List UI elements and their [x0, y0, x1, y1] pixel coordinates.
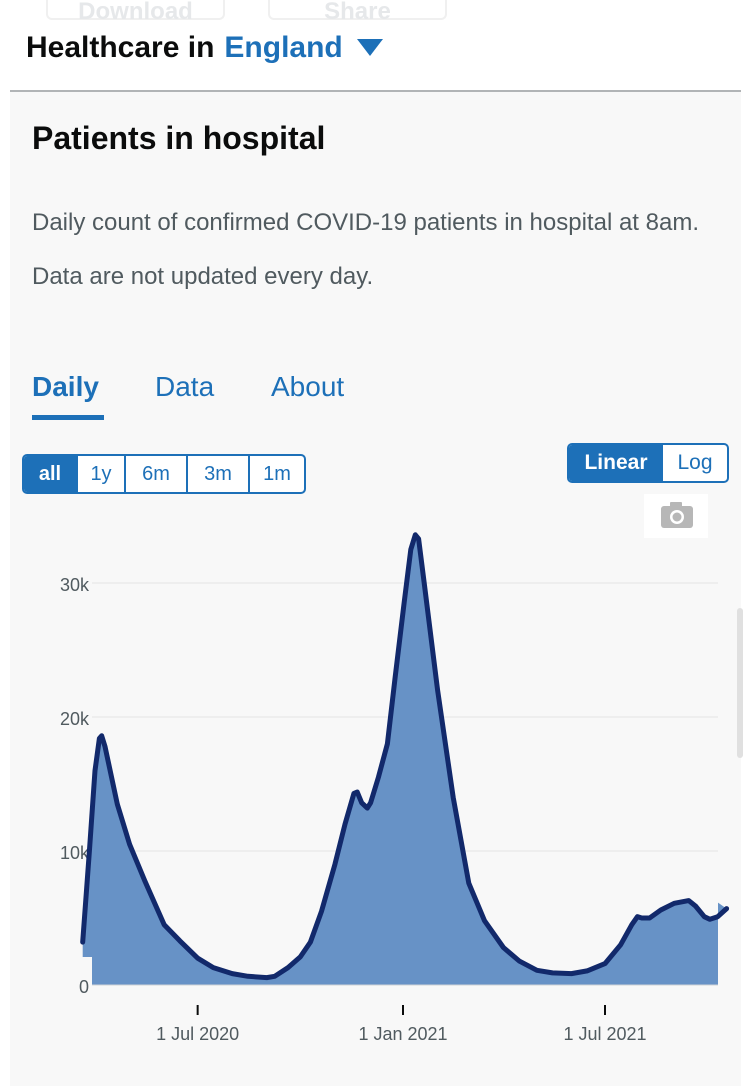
- x-tick-label: 1 Jul 2021: [563, 1024, 646, 1044]
- y-tick-label: 20k: [60, 709, 90, 729]
- x-tick-label: 1 Jul 2020: [156, 1024, 239, 1044]
- y-tick-label: 30k: [60, 575, 90, 595]
- scrollbar[interactable]: [737, 608, 743, 758]
- y-tick-label: 10k: [60, 843, 90, 863]
- y-tick-label: 0: [79, 977, 89, 997]
- x-tick-label: 1 Jan 2021: [358, 1024, 447, 1044]
